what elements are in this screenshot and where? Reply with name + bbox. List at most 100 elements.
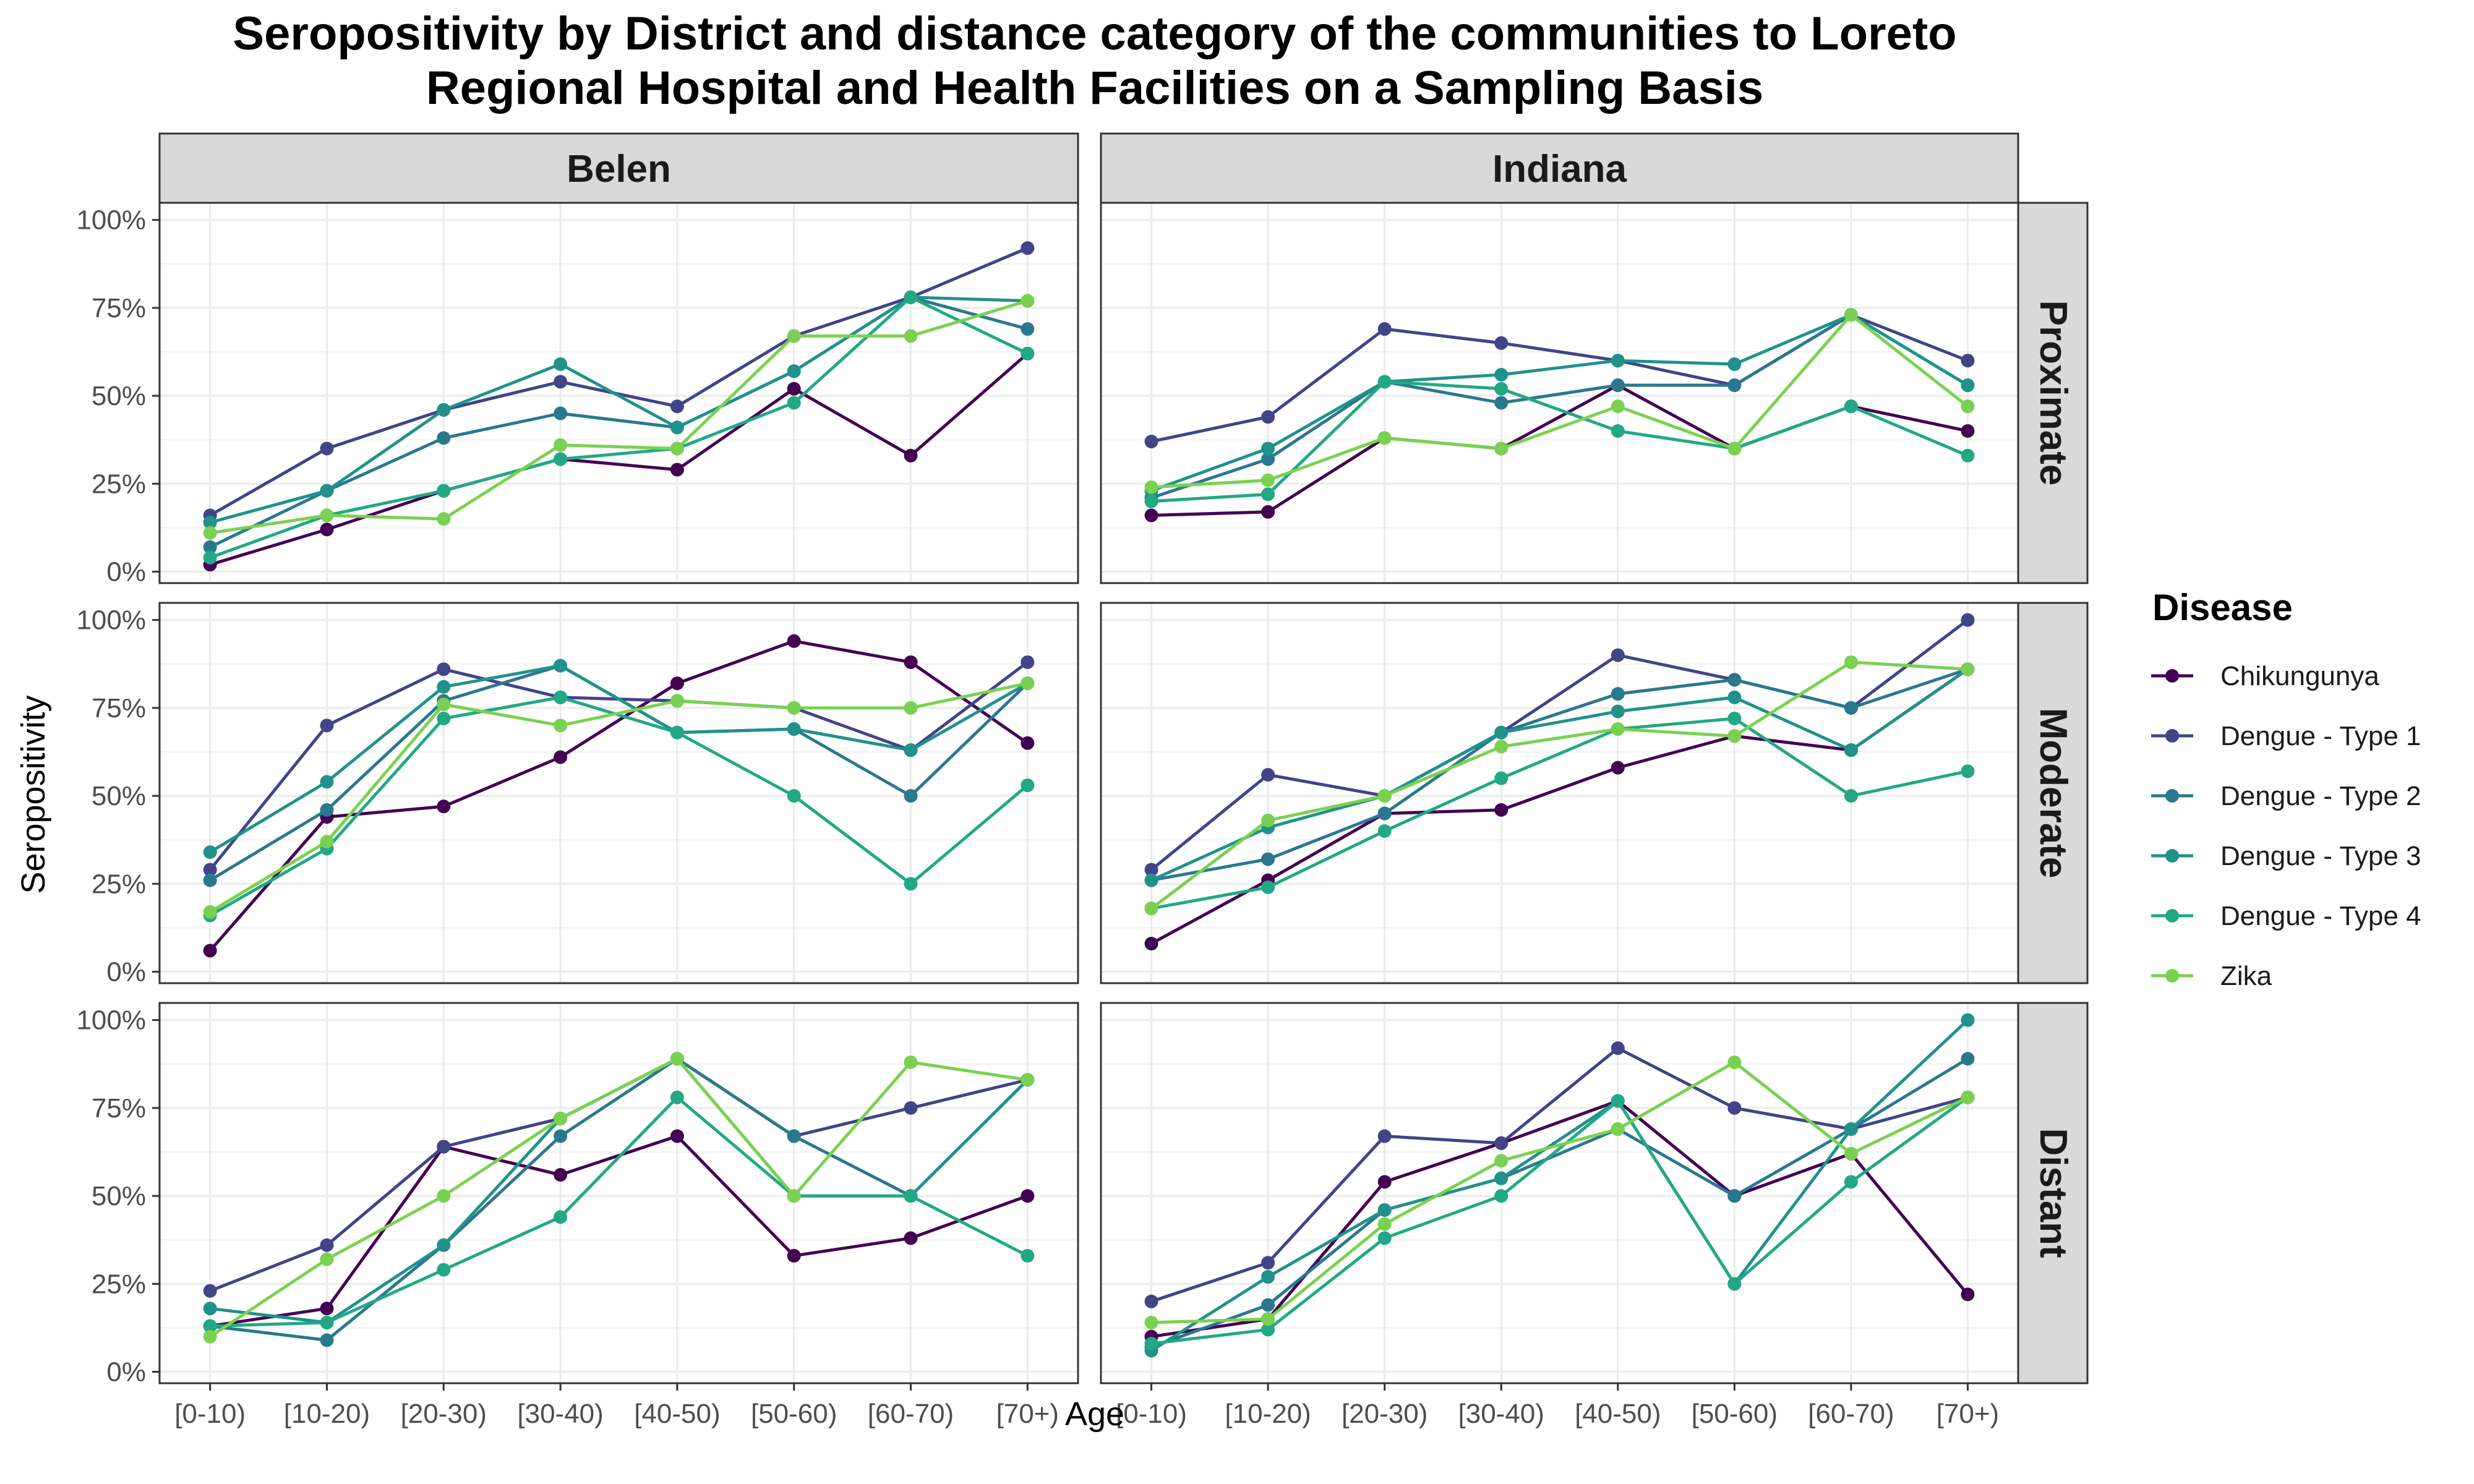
y-tick-label: 0% <box>106 957 146 987</box>
data-point-dengue-type-4 <box>437 711 451 725</box>
series-line-zika <box>1150 660 1968 910</box>
data-point-dengue-type-1 <box>1611 648 1625 662</box>
series-line-chikungunya <box>1151 1099 1969 1339</box>
data-point-zika <box>1961 399 1975 414</box>
data-point-zika <box>437 697 451 712</box>
data-point-zika <box>1611 722 1625 736</box>
data-point-dengue-type-3 <box>1961 378 1975 393</box>
data-point-zika <box>1727 441 1742 456</box>
data-point-dengue-type-2 <box>1494 396 1509 410</box>
series-line-dengue-type-2 <box>1151 667 1969 882</box>
series-line-dengue-type-3 <box>210 296 1028 524</box>
data-point-dengue-type-3 <box>1494 725 1509 740</box>
data-point-dengue-type-4 <box>1961 448 1975 463</box>
data-point-dengue-type-4 <box>1144 1337 1158 1351</box>
data-point-dengue-type-4 <box>437 484 451 498</box>
data-point-dengue-type-2 <box>554 406 568 420</box>
data-point-dengue-type-4 <box>1727 1277 1742 1291</box>
data-point-chikungunya <box>437 800 451 814</box>
data-point-dengue-type-1 <box>1377 1129 1392 1143</box>
data-point-dengue-type-4 <box>1144 494 1158 508</box>
series-line-dengue-type-3 <box>209 664 1029 854</box>
data-point-chikungunya <box>904 655 918 669</box>
data-point-dengue-type-1 <box>1144 863 1158 877</box>
data-point-dengue-type-4 <box>554 452 568 466</box>
data-point-dengue-type-3 <box>1144 873 1158 887</box>
panel-belen-proximate: 0% 25% 50% 75% 100% <box>76 202 1079 587</box>
data-point-dengue-type-3 <box>1727 357 1742 371</box>
data-point-dengue-type-3 <box>1727 690 1742 704</box>
panel-background <box>160 1003 1078 1383</box>
data-point-zika <box>203 905 217 919</box>
data-point-dengue-type-4 <box>1727 711 1742 725</box>
data-point-dengue-type-4 <box>787 396 801 410</box>
data-point-dengue-type-3 <box>554 357 568 371</box>
legend-key-point <box>2165 909 2179 923</box>
data-point-dengue-type-3 <box>1261 1269 1275 1284</box>
data-point-chikungunya <box>1961 1287 1975 1302</box>
data-point-dengue-type-2 <box>1261 852 1275 866</box>
panel-indiana-moderate <box>1100 602 2019 984</box>
data-point-dengue-type-4 <box>1844 789 1858 803</box>
data-point-zika <box>1377 431 1392 445</box>
facet-strip-distant <box>2017 1002 2089 1384</box>
data-point-zika <box>1844 655 1858 669</box>
facet-strip-label-belen: Belen <box>567 148 671 190</box>
data-point-zika <box>1021 294 1035 308</box>
data-point-zika <box>1144 1315 1158 1329</box>
data-point-dengue-type-1 <box>670 399 684 414</box>
y-tick-label: 25% <box>92 1269 146 1299</box>
panel-border <box>1100 1002 2019 1384</box>
data-point-dengue-type-1 <box>1021 241 1035 255</box>
data-point-dengue-type-3 <box>1611 704 1625 719</box>
y-tick-label: 100% <box>76 1005 146 1036</box>
data-point-dengue-type-4 <box>1261 881 1275 895</box>
data-point-zika <box>203 526 217 540</box>
panel-border <box>1100 202 2019 584</box>
facet-strip-label-distant: Distant <box>2032 1128 2074 1258</box>
data-point-dengue-type-1 <box>437 1140 451 1154</box>
data-point-chikungunya <box>1961 424 1975 438</box>
data-point-dengue-type-1 <box>320 441 334 456</box>
legend-key-point <box>2165 669 2179 683</box>
x-tick-label: [70+) <box>996 1399 1059 1429</box>
data-point-dengue-type-3 <box>437 1238 451 1252</box>
data-point-zika <box>1727 729 1742 743</box>
legend-label: Zika <box>2220 961 2272 991</box>
data-point-zika <box>904 1055 918 1069</box>
legend-entry-chikungunya: Chikungunya <box>2151 661 2379 691</box>
data-point-dengue-type-3 <box>320 484 334 498</box>
data-point-chikungunya <box>1021 736 1035 750</box>
y-tick-label: 50% <box>92 1181 146 1211</box>
series-line-chikungunya <box>1150 668 1969 945</box>
data-point-zika <box>1727 1055 1742 1069</box>
data-point-dengue-type-4 <box>1961 764 1975 778</box>
panel-belen-moderate: 0% 25% 50% 75% 100% <box>76 602 1079 987</box>
series-line-dengue-type-4 <box>210 1096 1029 1328</box>
data-point-chikungunya <box>1377 1175 1392 1189</box>
data-point-dengue-type-1 <box>203 1284 217 1298</box>
data-point-zika <box>437 1189 451 1203</box>
data-point-dengue-type-2 <box>437 431 451 445</box>
panel-background <box>160 603 1078 983</box>
data-point-zika <box>554 719 568 733</box>
data-point-chikungunya <box>320 522 334 537</box>
data-point-zika <box>320 508 334 522</box>
legend-label: Chikungunya <box>2220 661 2379 691</box>
x-tick-label: [20-30) <box>1342 1399 1427 1429</box>
data-point-dengue-type-1 <box>1377 322 1392 336</box>
data-point-dengue-type-3 <box>203 1302 217 1316</box>
data-point-dengue-type-2 <box>320 803 334 817</box>
facet-strip-moderate <box>2017 602 2089 984</box>
data-point-dengue-type-2 <box>320 1333 334 1347</box>
x-tick-label: [0-10) <box>1116 1399 1187 1429</box>
data-point-zika <box>1021 676 1035 691</box>
x-axis-title: Age <box>1065 1396 1124 1433</box>
data-point-dengue-type-3 <box>787 364 801 378</box>
data-point-zika <box>1494 1154 1509 1168</box>
data-point-dengue-type-1 <box>1727 1101 1742 1115</box>
legend-entry-dengue-type-1: Dengue - Type 1 <box>2151 721 2421 751</box>
data-point-dengue-type-1 <box>1261 767 1275 782</box>
data-point-dengue-type-4 <box>787 789 801 803</box>
data-point-dengue-type-3 <box>1961 1013 1975 1027</box>
